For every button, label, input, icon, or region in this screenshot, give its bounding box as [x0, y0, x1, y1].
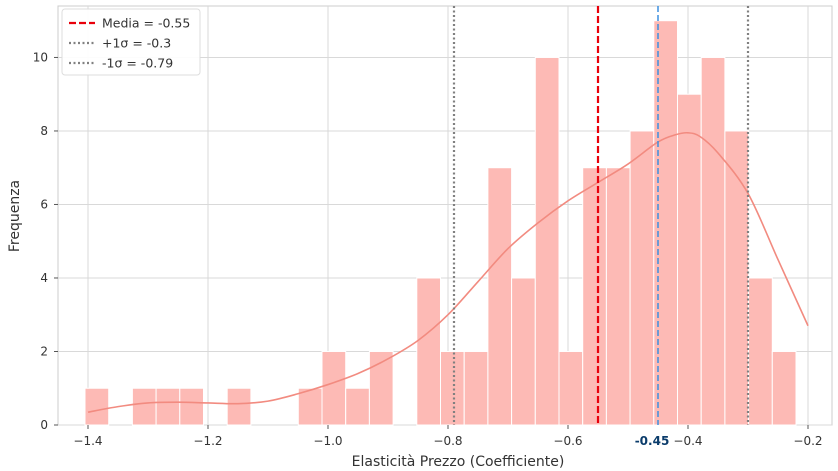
- histogram-bars: [84, 20, 797, 426]
- y-tick-label: 10: [33, 50, 48, 64]
- x-tick-label: −0.4: [673, 434, 702, 448]
- histogram-bar: [605, 167, 631, 426]
- histogram-bar: [700, 56, 726, 426]
- histogram-bar: [416, 277, 441, 426]
- legend-entry: -1σ = -0.79: [102, 56, 173, 71]
- histogram-bar: [297, 387, 323, 426]
- y-tick-label: 0: [40, 418, 48, 432]
- legend: Media = -0.55 +1σ = -0.3 -1σ = -0.79: [61, 8, 201, 76]
- x-tick-label: −1.4: [73, 434, 102, 448]
- histogram-bar: [677, 93, 702, 426]
- legend-entry: Media = -0.55: [102, 16, 190, 31]
- histogram-bar: [487, 167, 513, 426]
- histogram-bar: [155, 387, 181, 426]
- x-tick-label: −1.0: [313, 434, 342, 448]
- x-tick-label: −0.6: [553, 434, 582, 448]
- x-axis-ticks: −1.4 −1.2 −1.0 −0.8 −0.6 −0.4 −0.2 -0.45: [73, 425, 823, 448]
- x-axis-label: Elasticità Prezzo (Coefficiente): [352, 454, 565, 470]
- x-tick-label: −0.8: [433, 434, 462, 448]
- y-tick-label: 4: [40, 271, 48, 285]
- histogram-bar: [368, 350, 394, 426]
- x-tick-label-highlight: -0.45: [635, 434, 670, 448]
- histogram-bar: [463, 350, 489, 426]
- histogram-bar: [226, 387, 252, 426]
- histogram-bar: [84, 387, 110, 426]
- legend-entry: +1σ = -0.3: [102, 36, 171, 51]
- x-tick-label: −1.2: [193, 434, 222, 448]
- y-tick-label: 6: [40, 197, 48, 211]
- kde-curve: [87, 131, 809, 413]
- histogram-bar: [771, 350, 797, 426]
- histogram-bar: [558, 350, 584, 426]
- histogram-bar: [321, 350, 347, 426]
- y-tick-label: 2: [40, 344, 48, 358]
- histogram-bar: [440, 350, 465, 426]
- histogram-bar: [748, 277, 773, 426]
- histogram-bar: [179, 387, 205, 426]
- histogram-bar: [345, 387, 370, 426]
- y-tick-label: 8: [40, 124, 48, 138]
- y-axis-ticks: 0 2 4 6 8 10: [33, 50, 58, 432]
- y-axis-label: Frequenza: [7, 180, 23, 252]
- reference-lines: [452, 6, 750, 425]
- x-tick-label: −0.2: [793, 434, 822, 448]
- histogram-bar: [582, 167, 607, 426]
- histogram-bar: [511, 277, 536, 426]
- histogram-bar: [131, 387, 157, 426]
- histogram-bar: [629, 130, 655, 426]
- legend-box: [61, 8, 201, 76]
- kde-curve-group: [87, 131, 809, 413]
- histogram-bar: [534, 56, 560, 426]
